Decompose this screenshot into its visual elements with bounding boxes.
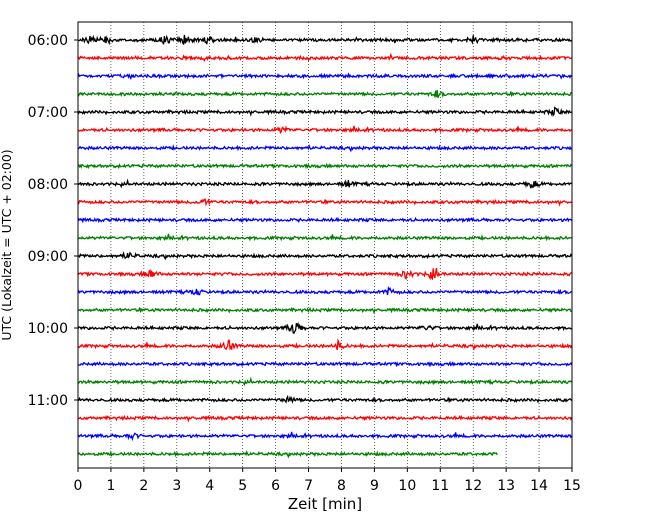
seismic-trace	[77, 125, 573, 135]
x-axis-ticks: 0 1 2 3 4 5 6 7 8 9 10 11 12 13 14 15	[74, 468, 581, 494]
x-tick-label: 8	[337, 478, 346, 494]
vertical-grid	[110, 22, 540, 468]
seismic-trace	[77, 251, 573, 261]
seismic-trace	[77, 198, 573, 207]
seismic-trace	[77, 90, 572, 99]
seismic-trace	[77, 52, 572, 62]
seismic-trace	[77, 144, 573, 153]
y-tick-label: 10:00	[28, 321, 68, 337]
y-tick-label: 11:00	[28, 393, 68, 409]
seismic-trace	[77, 376, 573, 387]
x-tick-label: 9	[370, 478, 379, 494]
x-tick-label: 6	[271, 478, 280, 494]
seismic-trace	[77, 414, 573, 423]
seismic-trace	[77, 72, 573, 81]
x-tick-label: 10	[398, 478, 416, 494]
y-axis-label: UTC (Lokalzeit = UTC + 02:00)	[0, 149, 14, 340]
x-tick-label: 13	[497, 478, 515, 494]
seismic-trace	[77, 268, 572, 281]
x-tick-label: 12	[464, 478, 482, 494]
x-tick-label: 7	[304, 478, 313, 494]
x-tick-label: 1	[106, 478, 115, 494]
x-tick-label: 4	[205, 478, 214, 494]
seismic-trace	[77, 321, 572, 334]
seismic-trace	[77, 338, 573, 351]
seismic-trace	[77, 34, 573, 46]
plot-frame	[77, 21, 573, 469]
seismic-trace	[77, 216, 573, 224]
seismic-trace	[77, 394, 573, 404]
x-tick-label: 14	[530, 478, 548, 494]
seismic-trace	[77, 450, 498, 459]
seismic-trace	[77, 306, 572, 315]
y-axis-ticks: 06:00 07:00 08:00 09:00 10:00 11:00	[28, 33, 78, 409]
seismic-traces	[77, 34, 573, 459]
seismic-trace	[77, 233, 572, 242]
x-tick-label: 5	[238, 478, 247, 494]
x-axis-label: Zeit [min]	[288, 495, 362, 513]
seismic-trace	[77, 106, 573, 117]
x-tick-label: 2	[139, 478, 148, 494]
seismic-trace	[77, 162, 573, 170]
x-tick-label: 3	[172, 478, 181, 494]
seismic-trace	[77, 285, 572, 296]
y-tick-label: 08:00	[28, 177, 68, 193]
y-tick-label: 06:00	[28, 33, 68, 49]
y-tick-label: 07:00	[28, 105, 68, 121]
x-tick-label: 11	[431, 478, 449, 494]
seismic-trace	[77, 431, 573, 442]
x-tick-label: 15	[563, 478, 581, 494]
seismic-trace	[77, 178, 573, 189]
x-tick-label: 0	[74, 478, 83, 494]
seismic-trace	[77, 360, 573, 368]
y-tick-label: 09:00	[28, 249, 68, 265]
